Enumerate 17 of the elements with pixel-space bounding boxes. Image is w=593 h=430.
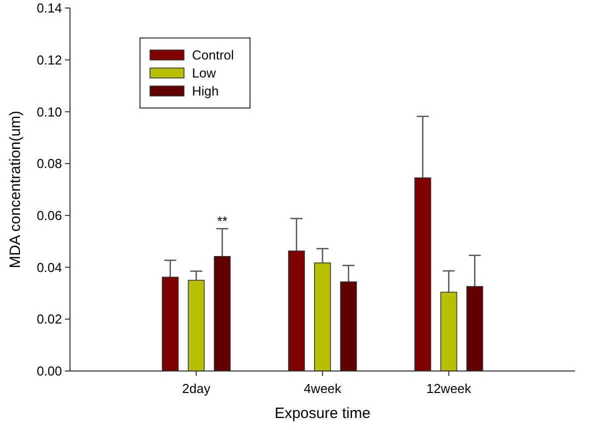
y-tick-label: 0.08 [36, 156, 62, 172]
y-tick-label: 0.12 [36, 52, 62, 68]
y-axis-title: MDA concentration(um) [7, 110, 24, 268]
x-axis-title: Exposure time [274, 405, 370, 422]
x-tick-label: 12week [426, 381, 472, 396]
y-tick-label: 0.02 [36, 312, 62, 327]
annotation: ** [217, 214, 228, 229]
y-tick-label: 0.06 [36, 208, 62, 223]
x-tick-label: 4week [304, 381, 342, 396]
y-tick-label: 0.10 [36, 104, 62, 120]
y-tick-label: 0.00 [36, 364, 62, 379]
x-tick-label: 2day [182, 381, 211, 396]
y-tick-label: 0.04 [36, 260, 62, 275]
legend-label: Low [192, 66, 216, 81]
y-tick-label: 0.14 [36, 0, 62, 16]
legend-label: Control [192, 48, 234, 63]
legend-label: High [192, 84, 219, 99]
